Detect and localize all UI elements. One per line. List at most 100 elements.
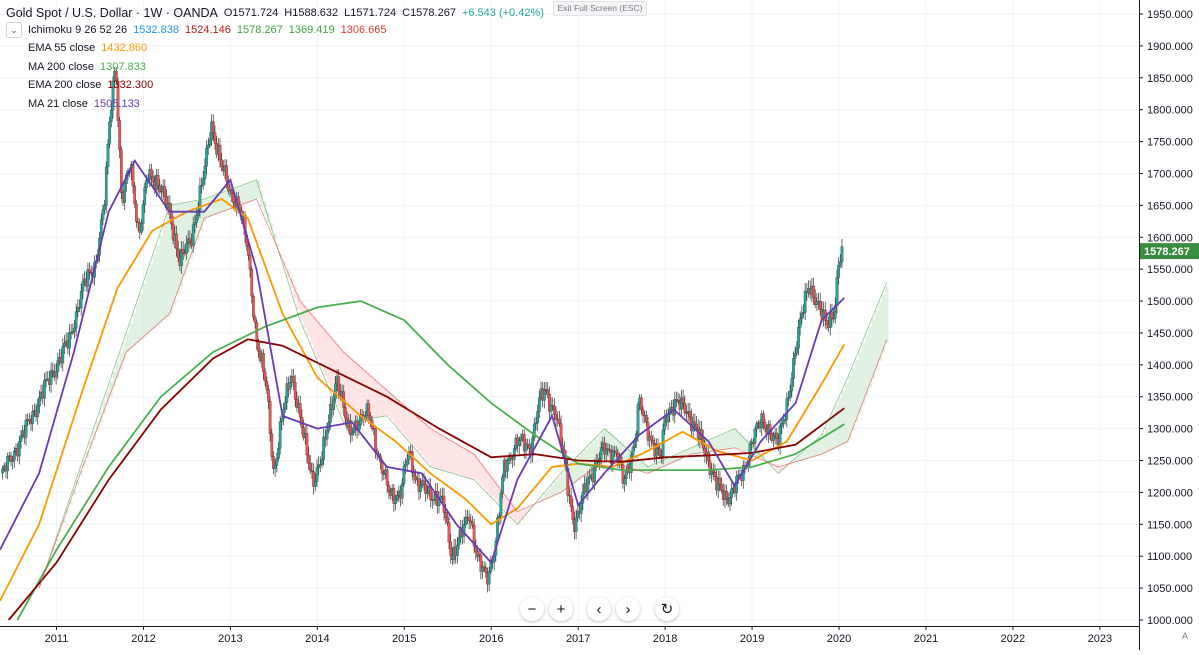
scroll-right-button[interactable]: › (616, 597, 640, 621)
cloud-segment (366, 372, 371, 419)
cloud-segment (684, 450, 688, 458)
cloud-segment (788, 463, 792, 465)
cloud-segment (841, 390, 846, 445)
symbol-title[interactable]: Gold Spot / U.S. Dollar · 1W · OANDA (6, 5, 218, 20)
candle-body (135, 203, 138, 222)
candle-body (787, 397, 790, 399)
study-row[interactable]: MA 200 close 1307.833 (6, 58, 544, 77)
cloud-segment (166, 215, 170, 317)
cloud-segment (885, 286, 889, 344)
zoom-in-button[interactable]: + (549, 597, 573, 621)
study-row[interactable]: EMA 200 close 1332.300 (6, 77, 544, 96)
candle-body (425, 492, 429, 494)
cloud-segment (256, 179, 260, 199)
candle-body (795, 347, 799, 354)
cloud-segment (376, 381, 381, 418)
candle-body (119, 149, 123, 194)
candle-body (482, 566, 486, 569)
cloud-segment (824, 427, 829, 453)
cloud-segment (99, 411, 103, 423)
cloud-segment (731, 430, 735, 449)
cloud-segment (781, 465, 785, 471)
price-tick-label: 1350.000 (1147, 392, 1193, 404)
candle-body (512, 448, 516, 460)
candle-body (68, 332, 71, 349)
candle-body (676, 400, 680, 402)
study-value: 1532.838 (133, 23, 179, 36)
candle-body (88, 269, 91, 273)
candle-body (181, 249, 185, 253)
cloud-segment (443, 436, 448, 471)
price-tick-label: 1650.000 (1147, 200, 1193, 212)
cloud-segment (196, 200, 200, 241)
cloud-segment (216, 194, 220, 214)
candle-body (191, 224, 195, 246)
study-row[interactable]: MA 21 close 1505.133 (6, 95, 544, 114)
exit-fullscreen-button[interactable]: Exit Full Screen (ESC) (553, 1, 647, 16)
time-tick-label: 2016 (479, 633, 503, 645)
candle-body (422, 480, 426, 485)
reset-chart-button[interactable]: ↻ (655, 597, 679, 621)
cloud-segment (547, 488, 551, 499)
cloud-segment (560, 473, 565, 493)
candle-body (76, 307, 80, 312)
cloud-segment (253, 181, 257, 201)
candle-body (11, 459, 14, 462)
candle-body (220, 159, 223, 167)
cloud-segment (487, 471, 491, 494)
candle-body (278, 421, 282, 449)
time-tick-label: 2021 (914, 633, 938, 645)
zoom-out-button[interactable]: − (520, 597, 544, 621)
cloud-segment (52, 548, 56, 551)
candle-body (114, 71, 118, 82)
candle-body (104, 166, 108, 206)
candle-body (763, 422, 767, 429)
series-line-ma-200-close (16, 300, 845, 621)
cloud-segment (801, 452, 805, 461)
cloud-segment (554, 481, 558, 496)
candle-body (230, 189, 234, 194)
candle-body (788, 390, 792, 398)
cloud-segment (764, 459, 769, 462)
cloud-segment (855, 359, 859, 423)
candle-body (792, 358, 795, 379)
cloud-segment (383, 387, 387, 417)
candle-body (835, 277, 839, 306)
candle-body (553, 406, 556, 415)
price-tick-label: 1450.000 (1147, 328, 1193, 340)
cloud-segment (828, 420, 832, 451)
auto-scale-button[interactable]: A (1181, 631, 1188, 641)
study-row[interactable]: ⌄ Ichimoku 9 26 52 26 1532.838 1524.146 1578… (6, 21, 544, 40)
study-row[interactable]: EMA 55 close 1432.860 (6, 40, 544, 59)
cloud-segment (584, 449, 588, 476)
candle-body (320, 459, 324, 465)
cloud-segment (340, 348, 344, 415)
candle-body (313, 481, 317, 487)
candle-body (198, 185, 202, 211)
study-name: EMA 55 close (28, 42, 96, 55)
cloud-segment (129, 323, 133, 350)
price-tick-label: 1150.000 (1147, 519, 1192, 531)
candle-body (283, 402, 287, 410)
candle-body (484, 567, 488, 573)
cloud-segment (804, 449, 809, 460)
candle-body (574, 517, 578, 532)
cloud-segment (162, 224, 167, 320)
candle-body (263, 371, 267, 382)
ohlc-high: H1588.632 (284, 6, 339, 19)
candle-body (803, 290, 807, 313)
chevron-down-icon[interactable]: ⌄ (6, 22, 22, 39)
scroll-left-button[interactable]: ‹ (587, 597, 611, 621)
candle-body (265, 380, 269, 390)
cloud-segment (326, 332, 331, 383)
candle-body (623, 478, 626, 484)
price-tick-label: 1300.000 (1147, 424, 1193, 436)
cloud-segment (838, 398, 842, 446)
candle-body (367, 403, 371, 417)
candle-body (608, 449, 611, 451)
cloud-segment (657, 462, 662, 469)
ohlc-open: O1571.724 (223, 6, 279, 19)
time-tick-label: 2015 (392, 633, 416, 645)
